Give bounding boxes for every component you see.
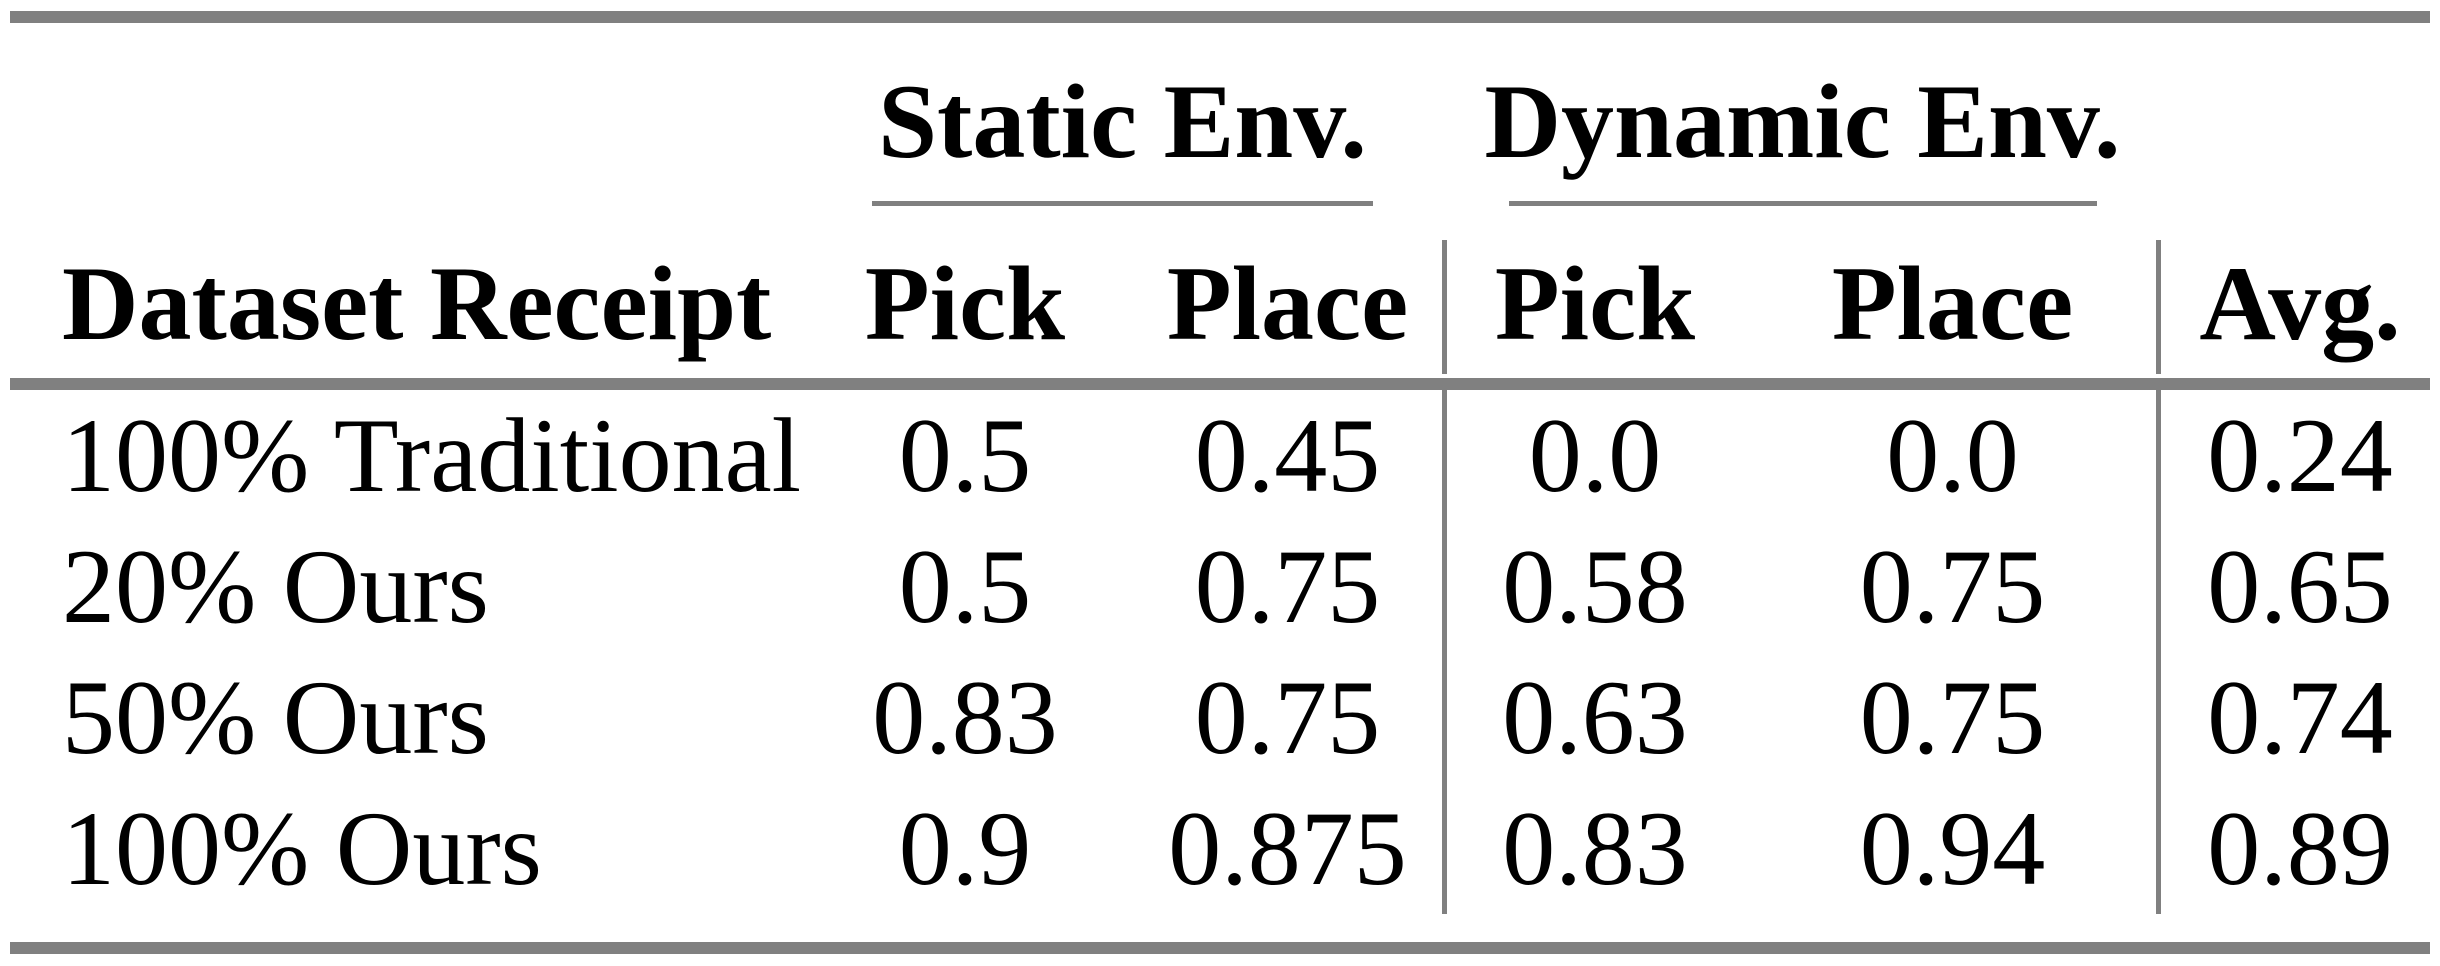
cell-dynamic-place: 0.75	[1859, 658, 2046, 776]
cell-static-pick: 0.9	[898, 789, 1032, 907]
col-header-static-pick: Pick	[864, 245, 1066, 362]
row-label: 100% Ours	[62, 789, 542, 907]
static-env-label: Static Env.	[878, 63, 1367, 180]
cell-static-place: 0.875	[1168, 789, 1407, 907]
cell-dynamic-pick: 0.83	[1502, 789, 1688, 907]
cell-static-pick: 0.5	[898, 396, 1032, 514]
cell-static-pick: 0.83	[872, 658, 1058, 776]
cell-avg: 0.65	[2207, 527, 2393, 645]
cell-static-pick: 0.5	[898, 527, 1032, 645]
vertical-divider-place-avg-header	[2156, 240, 2161, 374]
cell-dynamic-place: 0.75	[1859, 527, 2046, 645]
top-rule	[10, 11, 2430, 23]
table-row: 100% Ours 0.9 0.875 0.83 0.94 0.89	[0, 783, 2440, 914]
group-header-row: Static Env. Dynamic Env.	[0, 23, 2440, 208]
column-header-row: Dataset Receipt Pick Place Pick Place Av…	[0, 208, 2440, 378]
row-label: 50% Ours	[62, 658, 489, 776]
table-row: 50% Ours 0.83 0.75 0.63 0.75 0.74	[0, 652, 2440, 783]
cell-dynamic-pick: 0.0	[1528, 396, 1662, 514]
cell-dynamic-place: 0.0	[1886, 396, 2019, 514]
cmidrule-dynamic	[1508, 201, 2097, 206]
col-header-dynamic-place: Place	[1831, 245, 2074, 362]
cell-dynamic-pick: 0.63	[1502, 658, 1688, 776]
table-row: 20% Ours 0.5 0.75 0.58 0.75 0.65	[0, 521, 2440, 652]
group-header-static-env: Static Env.	[800, 23, 1445, 208]
table-row: 100% Traditional 0.5 0.45 0.0 0.0 0.24	[0, 390, 2440, 521]
vertical-divider-static-dynamic-header	[1442, 240, 1447, 374]
cell-avg: 0.89	[2207, 789, 2393, 907]
col-header-dataset-receipt: Dataset Receipt	[62, 245, 772, 362]
bottom-rule	[10, 942, 2430, 954]
cell-static-place: 0.45	[1194, 396, 1381, 514]
mid-rule	[10, 378, 2430, 390]
cell-avg: 0.74	[2207, 658, 2393, 776]
row-label: 100% Traditional	[62, 396, 802, 514]
cell-dynamic-place: 0.94	[1859, 789, 2046, 907]
group-header-spacer-left	[0, 23, 800, 208]
group-header-spacer-right	[2160, 23, 2440, 208]
cell-static-place: 0.75	[1194, 658, 1381, 776]
col-header-avg: Avg.	[2199, 245, 2401, 362]
dynamic-env-label: Dynamic Env.	[1484, 63, 2121, 180]
vertical-divider-static-dynamic-body	[1442, 390, 1447, 914]
cell-avg: 0.24	[2207, 396, 2393, 514]
col-header-static-place: Place	[1166, 245, 1409, 362]
bottom-spacer	[0, 914, 2440, 942]
row-label: 20% Ours	[62, 527, 489, 645]
vertical-divider-place-avg-body	[2156, 390, 2161, 914]
cell-dynamic-pick: 0.58	[1502, 527, 1688, 645]
cell-static-place: 0.75	[1194, 527, 1381, 645]
cmidrule-static	[872, 201, 1373, 206]
group-header-dynamic-env: Dynamic Env.	[1445, 23, 2160, 208]
col-header-dynamic-pick: Pick	[1494, 245, 1696, 362]
